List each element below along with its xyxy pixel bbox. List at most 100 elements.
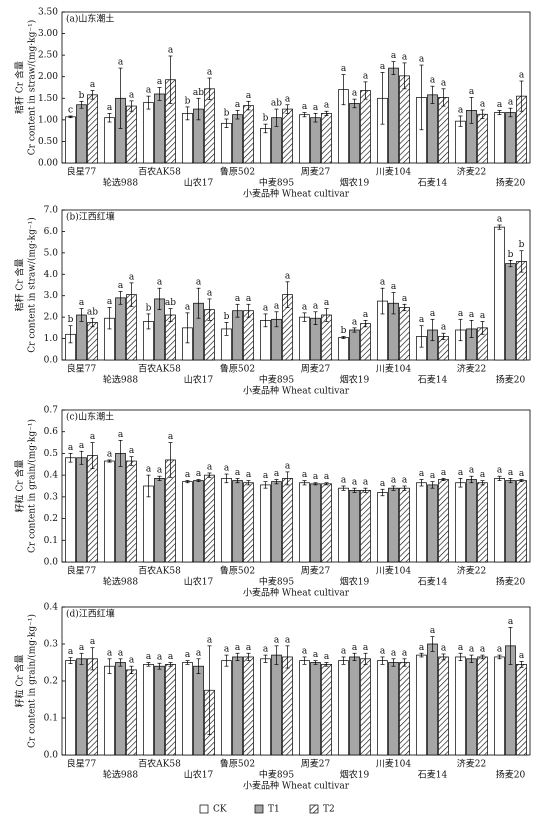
x-tick-label: 鲁原502 [220, 758, 255, 770]
y-axis-label: Cr content in straw/(mg·kg⁻¹) [27, 20, 38, 155]
bar [505, 112, 516, 164]
bar [143, 485, 154, 563]
significance-letter: a [285, 271, 291, 281]
bar [466, 479, 477, 563]
x-tick-label: 山农17 [184, 576, 214, 588]
significance-letter: a [458, 643, 464, 653]
significance-letter: b [68, 315, 74, 325]
x-tick-label: 轮选988 [103, 769, 138, 781]
x-axis-label: 小麦品种 Wheat cultivar [243, 188, 350, 200]
y-tick-label: 0.3 [44, 492, 59, 502]
y-tick-label: 0.7 [44, 406, 59, 416]
significance-letter: a [107, 297, 113, 307]
bar [260, 484, 271, 563]
significance-letter: a [352, 89, 358, 99]
significance-letter: a [285, 635, 291, 645]
bar [126, 105, 137, 164]
bar [76, 658, 87, 756]
y-tick-label: 0.0 [44, 558, 59, 568]
x-tick-label: 扬麦20 [496, 177, 526, 189]
y-tick-label: 0.4 [44, 603, 59, 613]
x-tick-label: 烟农19 [340, 576, 370, 588]
significance-letter: a [235, 643, 241, 653]
significance-letter: a [146, 465, 152, 475]
significance-letter: a [196, 469, 202, 479]
legend-swatch [254, 804, 264, 814]
significance-letter: a [402, 476, 408, 486]
y-axis-label: Cr content in grain/(mg·kg⁻¹) [27, 419, 38, 553]
significance-letter: b [224, 108, 230, 118]
bar [360, 90, 371, 164]
bar [338, 660, 349, 756]
significance-letter: a [341, 476, 347, 486]
significance-letter: a [274, 301, 280, 311]
bar [260, 128, 271, 164]
significance-letter: a [68, 647, 74, 657]
significance-letter: a [469, 87, 475, 97]
bar [154, 93, 165, 164]
bar [299, 316, 310, 361]
significance-letter: a [458, 468, 464, 478]
bar [338, 337, 349, 361]
significance-letter: a [313, 472, 319, 482]
x-tick-label: 鲁原502 [220, 363, 255, 375]
significance-letter: a [157, 77, 163, 87]
bar [321, 663, 332, 756]
x-tick-label: 鲁原502 [220, 565, 255, 577]
significance-letter: a [185, 470, 191, 480]
bar [377, 660, 388, 756]
x-tick-label: 济麦22 [457, 166, 486, 178]
significance-letter: ab [87, 308, 98, 318]
bar [388, 662, 399, 756]
significance-letter: a [363, 310, 369, 320]
x-tick-label: 中麦895 [259, 576, 294, 588]
significance-letter: b [79, 91, 85, 101]
significance-letter: b [224, 312, 230, 322]
plot-frame [61, 209, 531, 361]
significance-letter: a [129, 90, 135, 100]
y-tick-label: 3.0 [44, 291, 59, 301]
x-tick-label: 烟农19 [340, 374, 370, 386]
significance-letter: a [118, 281, 124, 291]
significance-letter: a [118, 648, 124, 658]
significance-letter: a [313, 650, 319, 660]
bar [349, 103, 360, 164]
y-axis-label: 籽粒 Cr 含量 [14, 460, 26, 513]
bar [243, 482, 254, 563]
significance-letter: a [235, 468, 241, 478]
x-axis-label: 小麦品种 Wheat cultivar [243, 780, 350, 792]
y-tick-label: 0.3 [44, 640, 59, 650]
significance-letter: a [480, 470, 486, 480]
significance-letter: a [341, 646, 347, 656]
significance-letter: a [380, 646, 386, 656]
significance-letter: a [207, 68, 213, 78]
y-tick-label: 0.6 [44, 427, 59, 437]
x-tick-label: 山农17 [184, 374, 214, 386]
bar [143, 102, 154, 164]
bar [193, 665, 204, 756]
significance-letter: a [441, 323, 447, 333]
significance-letter: a [185, 302, 191, 312]
x-tick-label: 周麦27 [301, 565, 331, 577]
significance-letter: a [508, 468, 514, 478]
y-tick-label: 0.0 [44, 751, 59, 761]
bar [76, 457, 87, 563]
significance-letter: a [363, 643, 369, 653]
bar [377, 492, 388, 563]
bar [221, 660, 232, 756]
significance-letter: a [497, 645, 503, 655]
x-axis-label: 小麦品种 Wheat cultivar [243, 385, 350, 397]
bar [76, 104, 87, 164]
bar [516, 663, 527, 756]
bar [232, 656, 243, 756]
significance-letter: a [157, 278, 163, 288]
significance-letter: b [185, 96, 191, 106]
bar [243, 310, 254, 361]
significance-letter: a [324, 298, 330, 308]
x-tick-label: 周麦27 [301, 166, 331, 178]
significance-letter: a [246, 294, 252, 304]
bar [271, 481, 282, 563]
significance-letter: a [107, 103, 113, 113]
bar [87, 455, 98, 563]
